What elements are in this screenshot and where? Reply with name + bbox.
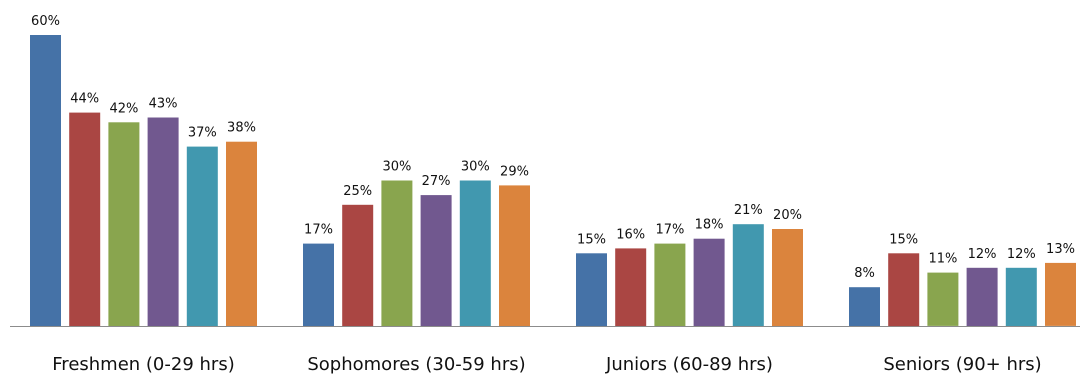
bar-value-label: 60%: [31, 14, 60, 29]
bar-value-label: 8%: [854, 266, 875, 281]
bar-value-label: 13%: [1046, 242, 1075, 257]
category-tick-label: Sophomores (30-59 hrs): [307, 354, 525, 375]
bar: [615, 248, 647, 326]
bar: [849, 287, 880, 326]
bar-value-label: 11%: [928, 252, 957, 267]
bar-value-label: 30%: [382, 160, 411, 175]
bar: [381, 180, 413, 326]
bar: [459, 180, 491, 326]
bar-value-label: 38%: [227, 121, 256, 136]
category-tick-label: Seniors (90+ hrs): [883, 354, 1041, 375]
bar-value-label: 42%: [109, 101, 138, 116]
bar: [186, 146, 218, 326]
bar-value-label: 21%: [734, 203, 763, 218]
bar: [772, 229, 803, 326]
bar-value-label: 16%: [616, 227, 645, 242]
bar-value-label: 15%: [889, 232, 918, 247]
bar-value-label: 43%: [149, 97, 178, 112]
bar: [1005, 267, 1037, 326]
bar: [732, 224, 764, 326]
bar: [966, 267, 998, 326]
bar-value-label: 44%: [70, 92, 99, 107]
bar-value-label: 12%: [1007, 247, 1036, 262]
bar: [576, 253, 607, 327]
value-labels-layer: 60% 44% 42% 43% 37% 38% 17% 25% 30% 27% 30% 29% 15% 1…: [31, 14, 1075, 281]
bar: [303, 243, 334, 326]
bar: [69, 112, 101, 326]
bar: [888, 253, 920, 327]
bar-value-label: 17%: [655, 223, 684, 238]
bar-value-label: 30%: [461, 160, 490, 175]
category-tick-label: Juniors (60-89 hrs): [605, 354, 773, 375]
bar-value-label: 15%: [577, 232, 606, 247]
bar-value-label: 37%: [188, 126, 217, 141]
bars-layer: [30, 35, 1076, 327]
bar: [226, 141, 257, 326]
bar-value-label: 20%: [773, 208, 802, 223]
bar: [499, 185, 530, 326]
bar-value-label: 25%: [343, 184, 372, 199]
bar-value-label: 29%: [500, 164, 529, 179]
bar: [30, 35, 61, 326]
bar: [342, 204, 374, 326]
bar: [420, 195, 452, 326]
bar: [654, 243, 686, 326]
bar-value-label: 12%: [968, 247, 997, 262]
bar-value-label: 17%: [304, 223, 333, 238]
bar: [1045, 262, 1076, 326]
bar-value-label: 18%: [695, 218, 724, 233]
bar: [927, 272, 959, 326]
bar: [147, 117, 179, 326]
category-tick-label: Freshmen (0-29 hrs): [52, 354, 234, 375]
bar-value-label: 27%: [422, 174, 451, 189]
bar: [693, 238, 725, 326]
bar: [108, 122, 140, 326]
category-labels-layer: Freshmen (0-29 hrs) Sophomores (30-59 hrs…: [52, 354, 1041, 375]
